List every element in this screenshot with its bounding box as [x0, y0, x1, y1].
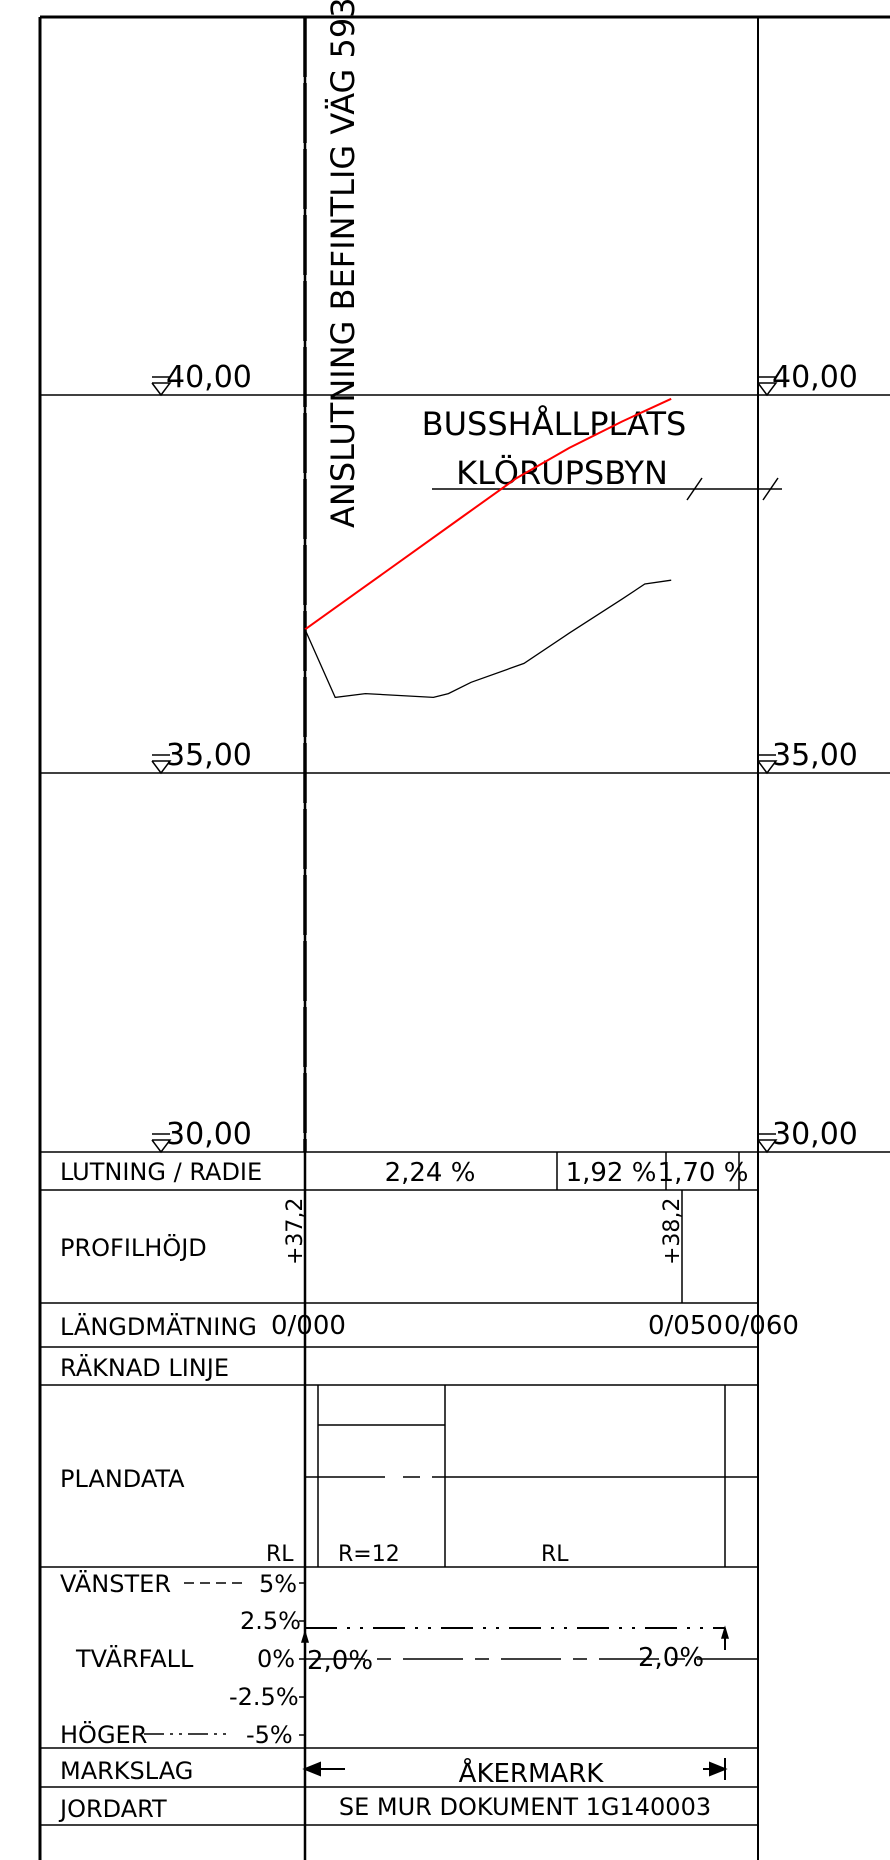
- vertical-road-label: ANSLUTNING BEFINTLIG VÄG 593: [324, 0, 362, 528]
- lutning-label: LUTNING / RADIE: [60, 1158, 262, 1186]
- markslag-label: MARKSLAG: [60, 1757, 193, 1785]
- plandata-text-radius: R=12: [338, 1542, 400, 1567]
- level-marker-35-right: [757, 754, 778, 775]
- scale-minus-2-5: -2.5%: [229, 1683, 299, 1711]
- markslag-value: ÅKERMARK: [459, 1757, 605, 1789]
- tvarfall-label: TVÄRFALL: [75, 1644, 194, 1673]
- level-label-right-40: 40,00: [772, 360, 858, 395]
- plandata-diagram: [305, 1385, 758, 1567]
- level-label-right-35: 35,00: [772, 738, 858, 773]
- title-line-2: KLÖRUPSBYN: [456, 454, 668, 492]
- title-underline: [432, 477, 782, 501]
- scale-minus-5: -5%: [246, 1721, 293, 1749]
- plandata-label: PLANDATA: [60, 1465, 185, 1493]
- level-marker-35-left: [151, 754, 172, 775]
- level-marker-40-right: [757, 376, 778, 397]
- langdmatning-label: LÄNGDMÄTNING: [60, 1312, 257, 1341]
- drawing-frame: [38, 15, 890, 1860]
- existing-ground-line: [304, 579, 672, 699]
- tvarfall-right-label: HÖGER: [60, 1720, 147, 1749]
- profilhojd-row: PROFILHÖJD +37,2 +38,2: [60, 1190, 685, 1303]
- lutning-cell-3: 1,70 %: [658, 1158, 749, 1188]
- tvarfall-left-label: VÄNSTER: [60, 1569, 171, 1598]
- raknad-linje-label: RÄKNAD LINJE: [60, 1353, 229, 1382]
- level-label-left-30: 30,00: [166, 1117, 252, 1152]
- scale-0: 0%: [257, 1645, 295, 1673]
- profilhojd-label: PROFILHÖJD: [60, 1233, 207, 1262]
- level-marker-40-left: [151, 376, 172, 397]
- tvarfall-value-right: 2,0%: [638, 1643, 704, 1673]
- jordart-label: JORDART: [58, 1795, 167, 1823]
- langdmatning-value-3: 0/060: [724, 1311, 799, 1341]
- band-lines: [40, 1189, 758, 1826]
- level-marker-30-right: [757, 1133, 778, 1154]
- scale-5: 5%: [259, 1570, 297, 1598]
- lutning-row: LUTNING / RADIE 2,24 % 1,92 % 1,70 %: [60, 1152, 748, 1190]
- level-grid: [40, 394, 890, 1153]
- markslag-row: MARKSLAG ÅKERMARK: [60, 1757, 728, 1789]
- tvarfall-value-left: 2,0%: [307, 1646, 373, 1676]
- tvarfall-diagram: [299, 1582, 758, 1736]
- lutning-dividers: [556, 1152, 740, 1190]
- profilhojd-value-1: +37,2: [283, 1198, 308, 1265]
- level-marker-30-left: [151, 1133, 172, 1154]
- level-labels: 40,00 40,00 35,00 35,00 30,00 30,00: [151, 360, 858, 1154]
- plandata-text-rl-right: RL: [541, 1542, 569, 1567]
- langdmatning-value-1: 0/000: [271, 1311, 346, 1341]
- design-profile-line: [304, 397, 672, 631]
- langdmatning-row: LÄNGDMÄTNING 0/000 0/050 0/060: [60, 1311, 799, 1341]
- lutning-cell-2: 1,92 %: [566, 1158, 657, 1188]
- jordart-value: SE MUR DOKUMENT 1G140003: [339, 1793, 711, 1821]
- scale-2-5: 2.5%: [240, 1607, 301, 1635]
- level-label-right-30: 30,00: [772, 1117, 858, 1152]
- level-label-left-35: 35,00: [166, 738, 252, 773]
- markslag-extent-arrows: [302, 1758, 728, 1780]
- tvarfall-row: VÄNSTER 5% 2.5% TVÄRFALL 0% -2.5% HÖGER …: [60, 1569, 758, 1749]
- profilhojd-value-2: +38,2: [660, 1198, 685, 1265]
- plandata-text-rl-left: RL: [266, 1542, 294, 1567]
- plandata-row: PLANDATA RL R=12 RL: [60, 1385, 758, 1567]
- langdmatning-value-2: 0/050: [648, 1311, 723, 1341]
- level-label-left-40: 40,00: [166, 360, 252, 395]
- jordart-row: JORDART SE MUR DOKUMENT 1G140003: [58, 1793, 711, 1823]
- lutning-cell-1: 2,24 %: [385, 1158, 476, 1188]
